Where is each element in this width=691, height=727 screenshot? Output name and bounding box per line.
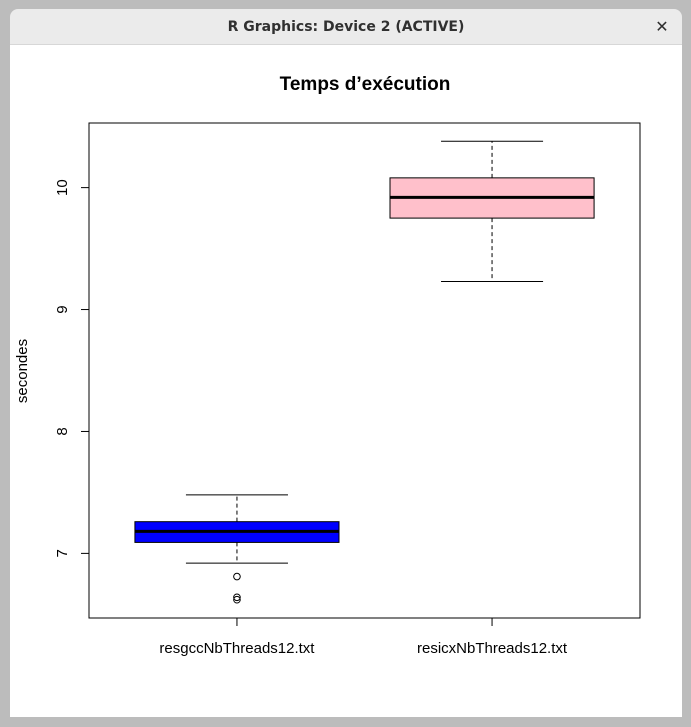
x-tick-label: resicxNbThreads12.txt <box>417 640 568 657</box>
box-1 <box>134 494 340 604</box>
y-tick-label: 7 <box>54 549 71 557</box>
boxplot-chart: Temps d’exécution secondes 7 8 9 10 resgccN… <box>14 74 641 657</box>
outlier-point <box>233 593 241 602</box>
y-axis-label: secondes <box>14 339 31 403</box>
outlier-point <box>233 595 241 604</box>
boxes <box>134 140 595 604</box>
x-tick-label: resgccNbThreads12.txt <box>159 640 315 657</box>
outlier-point <box>233 572 241 581</box>
x-axis: resgccNbThreads12.txt resicxNbThreads12.t… <box>159 617 568 657</box>
window-title: R Graphics: Device 2 (ACTIVE) <box>227 19 465 35</box>
y-axis: 7 8 9 10 <box>54 179 90 558</box>
window-titlebar[interactable]: R Graphics: Device 2 (ACTIVE) ✕ <box>10 9 682 45</box>
y-tick-label: 10 <box>54 179 71 196</box>
chart-title: Temps d’exécution <box>280 74 451 95</box>
y-tick-label: 8 <box>54 427 71 435</box>
close-icon[interactable]: ✕ <box>655 17 669 36</box>
box-2 <box>389 140 595 282</box>
y-tick-label: 9 <box>54 305 71 313</box>
plot-canvas: Temps d’exécution secondes 7 8 9 10 resgccN… <box>10 45 682 717</box>
